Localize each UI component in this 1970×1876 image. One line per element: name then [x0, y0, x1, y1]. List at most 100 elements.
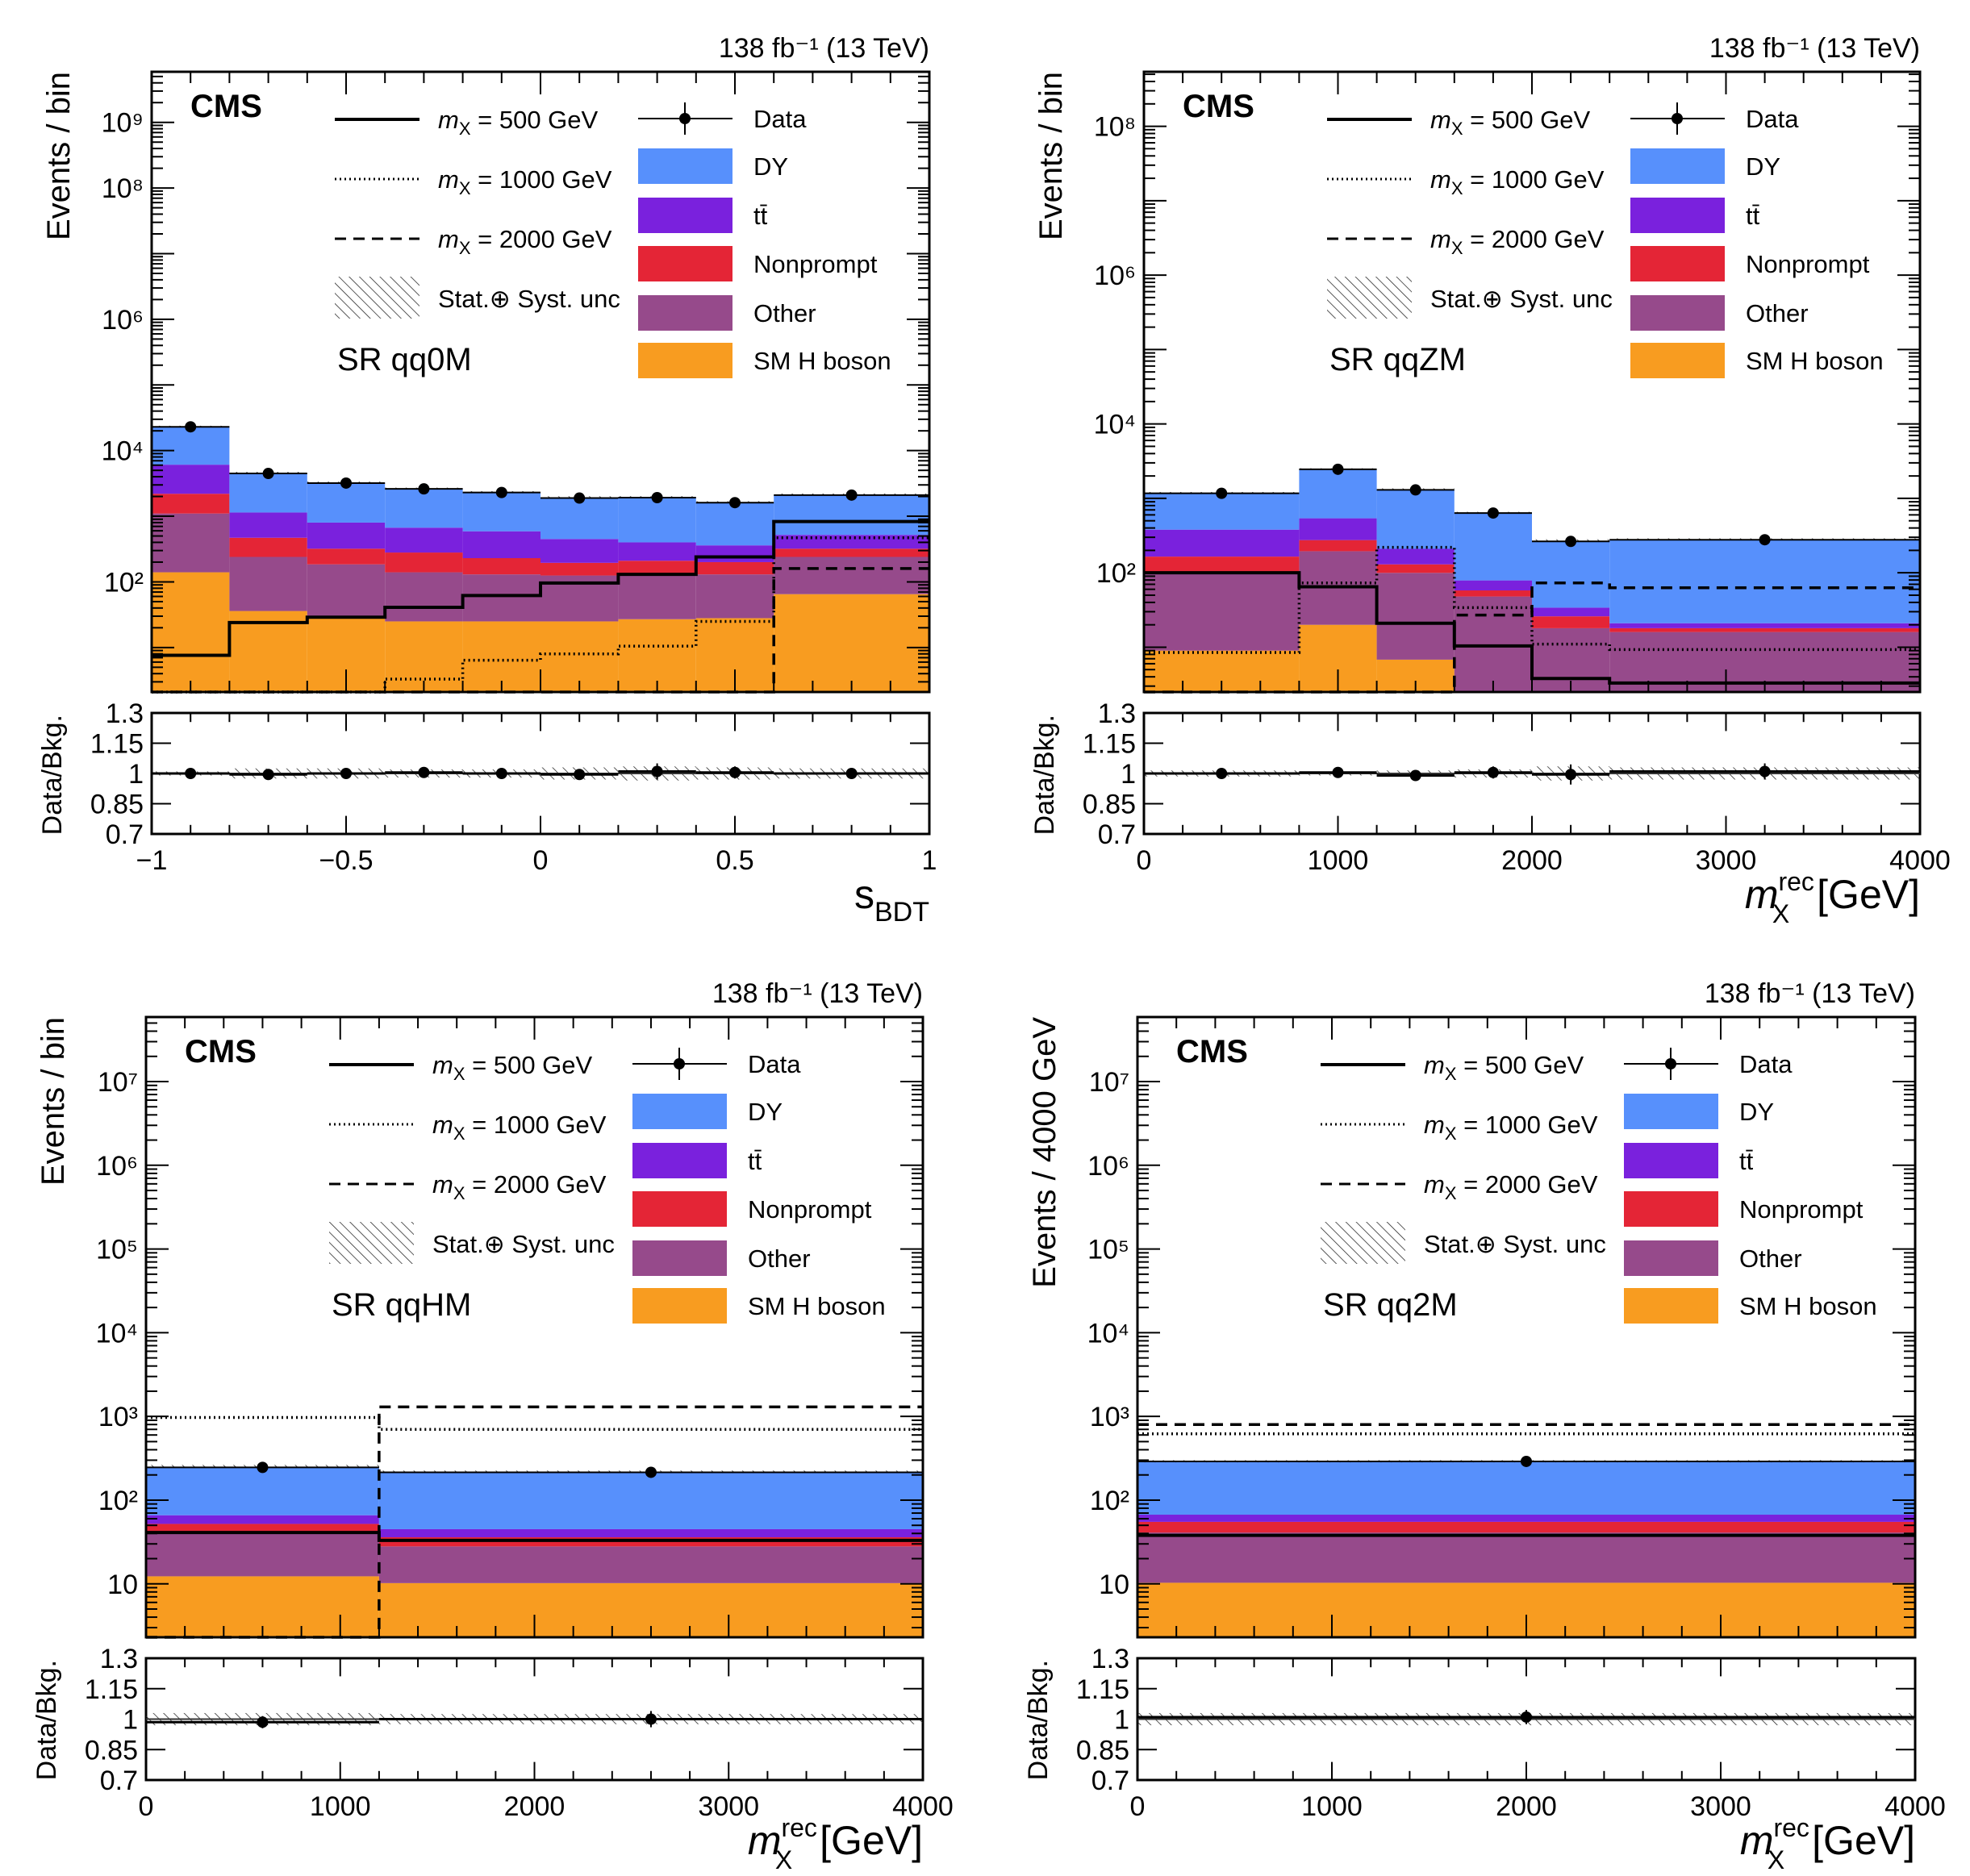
legend-signal-label: mX = 2000 GeV	[1424, 1170, 1598, 1203]
ratio-point-bin1	[645, 1713, 657, 1725]
bar-dy-bin0	[1137, 1461, 1915, 1515]
bar-other-bin1	[229, 557, 307, 611]
ratio-y-axis-title: Data/Bkg.	[31, 1660, 62, 1780]
ratio-y-tick-label: 1.3	[1098, 698, 1136, 729]
x-tick-label: 2000	[1501, 845, 1563, 876]
data-point-bin0	[257, 1461, 269, 1474]
bar-nonprompt-bin4	[1532, 616, 1610, 628]
legend-unc-label: Stat.⊕ Syst. unc	[432, 1230, 615, 1258]
x-title-sub: BDT	[874, 897, 929, 928]
ratio-point-bin4	[495, 768, 507, 779]
y-tick-label: 10³	[1090, 1402, 1129, 1432]
legend-m: m	[1430, 225, 1451, 253]
legend-data-marker	[674, 1058, 685, 1069]
bar-dy-bin6	[618, 498, 696, 543]
x-title-sup: rec	[781, 1813, 816, 1842]
x-tick-label: 3000	[1690, 1791, 1751, 1822]
legend-data-marker	[1665, 1058, 1676, 1069]
legend-m: m	[438, 106, 459, 134]
bar-dy-bin0	[152, 427, 230, 465]
data-point-bin0	[185, 421, 197, 433]
ratio-y-tick-label: 0.85	[90, 790, 144, 820]
x-tick-label: −1	[136, 845, 168, 876]
bar-nonprompt-bin0	[146, 1524, 379, 1533]
legend-sub: X	[1451, 178, 1463, 198]
legend-bkg-label: Nonprompt	[1746, 250, 1870, 278]
y-tick-label: 10⁸	[1094, 112, 1136, 143]
legend-bkg-label: tt̄	[753, 202, 768, 230]
bar-nonprompt-bin4	[462, 558, 540, 575]
bar-dy-bin2	[307, 482, 386, 523]
bar-dy-bin7	[695, 502, 774, 546]
ratio-point-bin7	[729, 766, 741, 778]
legend-m: m	[432, 1170, 453, 1199]
bar-dy-bin0	[1144, 493, 1300, 530]
legend-rest: = 2000 GeV	[1463, 225, 1605, 253]
legend-swatch-sm-h-boson	[1630, 343, 1725, 378]
bar-ttbar-bin0	[146, 1515, 379, 1524]
legend-bkg-label: DY	[1739, 1098, 1774, 1126]
cms-label: CMS	[190, 89, 262, 124]
legend-rest: = 500 GeV	[1457, 1051, 1584, 1079]
bar-other-bin6	[618, 575, 696, 619]
legend-swatch-dy	[632, 1094, 727, 1129]
x-title-unit: [GeV]	[1801, 1818, 1915, 1863]
x-title-symbol: m	[1745, 872, 1779, 917]
bar-nonprompt-bin3	[385, 552, 463, 573]
bar-other-bin7	[695, 574, 774, 619]
data-point-bin1	[1332, 463, 1344, 475]
bar-sm-h-boson-bin0	[152, 572, 230, 692]
legend-hatch-swatch	[1321, 1222, 1405, 1264]
legend-signal-label: mX = 1000 GeV	[438, 165, 612, 198]
legend-swatch-sm-h-boson	[1624, 1288, 1718, 1324]
x-tick-label: 1	[922, 845, 937, 876]
y-tick-label: 10⁴	[102, 436, 144, 467]
legend-m: m	[432, 1051, 453, 1079]
y-tick-label: 10	[107, 1570, 138, 1600]
bar-ttbar-bin3	[385, 527, 463, 553]
x-title-sub: X	[1768, 1845, 1784, 1874]
legend-hatch-swatch	[335, 277, 419, 319]
data-point-bin5	[1759, 534, 1771, 546]
legend-rest: = 1000 GeV	[1457, 1111, 1598, 1139]
y-tick-label: 10³	[98, 1402, 138, 1432]
ratio-point-bin2	[340, 768, 352, 779]
data-point-bin5	[574, 492, 586, 504]
bar-nonprompt-bin0	[1144, 557, 1300, 573]
bar-ttbar-bin0	[1137, 1515, 1915, 1522]
lumi-label: 138 fb⁻¹ (13 TeV)	[1709, 33, 1920, 64]
region-label: SR qqHM	[332, 1287, 471, 1323]
x-title-sub: X	[775, 1845, 792, 1874]
bar-nonprompt-bin6	[618, 561, 696, 576]
bar-other-bin2	[1376, 573, 1455, 660]
region-label: SR qqZM	[1329, 342, 1466, 377]
lumi-label: 138 fb⁻¹ (13 TeV)	[712, 978, 923, 1009]
y-tick-label: 10⁵	[1087, 1235, 1129, 1265]
x-tick-label: 4000	[1884, 1791, 1946, 1822]
legend-swatch-dy	[1630, 148, 1725, 184]
data-point-bin4	[1565, 536, 1577, 548]
legend-rest: = 500 GeV	[1463, 106, 1591, 134]
legend-sub: X	[1451, 119, 1463, 139]
bar-ttbar-bin7	[695, 545, 774, 562]
bar-dy-bin2	[1376, 490, 1455, 549]
bar-other-bin2	[307, 564, 386, 619]
bar-other-bin3	[385, 572, 463, 622]
legend-swatch-dy	[638, 148, 732, 184]
ratio-y-tick-label: 0.7	[100, 1766, 138, 1796]
bar-dy-bin8	[774, 494, 929, 536]
y-tick-label: 10⁷	[98, 1067, 138, 1098]
bar-ttbar-bin1	[378, 1528, 923, 1538]
legend-rest: = 500 GeV	[471, 106, 599, 134]
x-tick-label: 0	[533, 845, 549, 876]
legend-sub: X	[453, 1124, 465, 1144]
bar-nonprompt-bin8	[774, 548, 929, 557]
lumi-label: 138 fb⁻¹ (13 TeV)	[719, 33, 929, 64]
x-tick-label: 4000	[1889, 845, 1951, 876]
bar-other-bin0	[152, 513, 230, 573]
ratio-point-bin4	[1565, 769, 1577, 781]
region-label: SR qq0M	[337, 342, 472, 377]
ratio-point-bin5	[1759, 765, 1771, 777]
y-tick-label: 10²	[1096, 558, 1136, 589]
